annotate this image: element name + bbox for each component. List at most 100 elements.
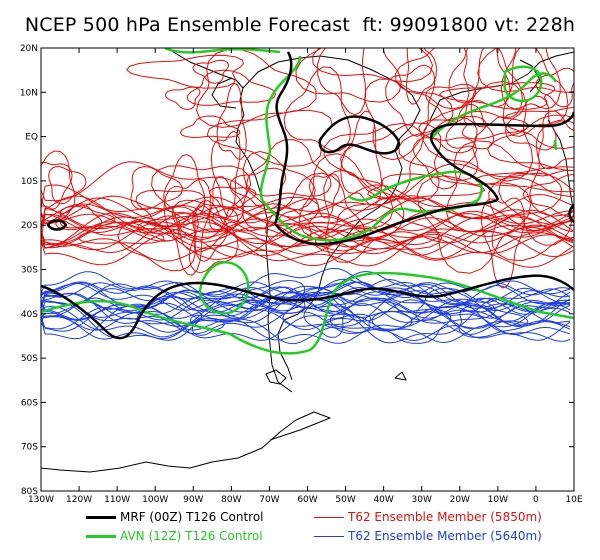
ensemble-5640m-loop <box>282 291 355 327</box>
avn-5640m-contour <box>41 271 574 355</box>
ensemble-5640m-loop <box>329 297 413 330</box>
ensemble-5850m-loop <box>477 48 574 93</box>
ensemble-5640m-loop <box>242 279 306 314</box>
ensemble-5850m-loop <box>537 110 574 170</box>
avn-5850m-west <box>259 55 302 201</box>
ensemble-5850m-loop <box>55 205 116 231</box>
ensemble-5850m-loop <box>418 115 487 154</box>
coast-atlantic <box>242 55 421 381</box>
ensemble-5640m-line <box>41 297 571 341</box>
mrf-5850m-contour <box>274 198 499 246</box>
ensemble-5850m-loop <box>165 86 201 110</box>
lat-label: 50S <box>21 354 38 364</box>
ensemble-5850m-loop <box>317 48 367 116</box>
ensemble-5850m-loop <box>500 48 561 110</box>
ensemble-5850m-loop <box>209 186 257 210</box>
lat-label: 40S <box>21 310 38 320</box>
lat-label: 10N <box>20 88 38 98</box>
ensemble-5640m-loop <box>458 304 529 338</box>
legend-item: AVN (12Z) T126 Control <box>86 529 263 543</box>
ensemble-5850m-loop <box>206 109 333 167</box>
ensemble-5850m-line <box>41 212 574 268</box>
ensemble-5850m-loop <box>229 167 287 210</box>
ensemble-5640m-loop <box>303 298 347 338</box>
ensemble-5640m-loop <box>371 308 452 344</box>
ensemble-5850m-loop <box>208 176 244 232</box>
map-title: NCEP 500 hPa Ensemble Forecast ft: 99091… <box>24 14 576 36</box>
ensemble-5850m-loop <box>405 48 437 105</box>
ensemble-5850m-line <box>41 161 574 218</box>
ensemble-5850m-loop <box>77 221 165 244</box>
ensemble-5850m-loop <box>192 205 229 262</box>
ensemble-5850m-loop <box>283 66 351 152</box>
ensemble-5850m-loop <box>522 174 574 218</box>
lat-label: 30S <box>21 266 38 276</box>
avn-5850m-north <box>164 48 281 54</box>
avn-5850m-loop-east <box>503 65 543 103</box>
ensemble-5850m-loop <box>137 215 181 242</box>
ensemble-5850m-loop <box>295 48 402 103</box>
ensemble-5850m-loop <box>529 120 574 217</box>
ensemble-5850m-contours <box>41 48 574 289</box>
ensemble-5850m-loop <box>412 137 477 190</box>
ensemble-5850m-loop <box>488 176 574 262</box>
legend-label: AVN (12Z) T126 Control <box>120 529 263 543</box>
coast-tierra-del-fuego <box>265 369 287 385</box>
ensemble-5850m-loop <box>487 114 574 171</box>
ensemble-5850m-loop <box>439 82 556 110</box>
coast-falkland <box>394 371 407 381</box>
ensemble-5850m-loop <box>323 123 424 199</box>
lon-label: 70W <box>259 495 279 505</box>
ensemble-5850m-loop <box>448 48 511 108</box>
lon-label: 10E <box>565 495 582 505</box>
legend-item: T62 Ensemble Member (5640m) <box>314 529 542 543</box>
coast-central-america <box>211 77 237 109</box>
lon-label: 100W <box>142 495 168 505</box>
lat-label: 20S <box>21 221 38 231</box>
ensemble-5850m-loop <box>117 206 199 272</box>
latitude-labels: 20N 10N EQ 10S 20S 30S 40S 50S 60S 70S 80S <box>20 44 38 497</box>
lon-label: 80W <box>221 495 241 505</box>
ensemble-5640m-loop <box>415 287 496 324</box>
ensemble-5850m-loop <box>312 48 433 83</box>
mrf-5850m-loop <box>318 115 401 155</box>
ensemble-5850m-loop <box>535 67 574 108</box>
axis-ticks <box>40 47 575 492</box>
lat-label: 70S <box>21 443 38 453</box>
ensemble-5850m-loop <box>299 153 394 239</box>
ensemble-5640m-line <box>41 280 571 306</box>
ensemble-5850m-loop <box>48 166 87 205</box>
mrf-5850m-east <box>430 111 574 201</box>
ensemble-5850m-loop <box>246 139 332 197</box>
coastlines <box>41 49 574 473</box>
mrf-edge-east <box>568 204 574 224</box>
legend-swatch <box>314 517 344 518</box>
legend-swatch <box>86 535 116 538</box>
ensemble-5850m-loop <box>126 54 244 89</box>
avn-control-contours <box>41 48 574 355</box>
legend-label: T62 Ensemble Member (5850m) <box>348 510 542 524</box>
ensemble-5850m-loop <box>445 103 495 150</box>
legend-item: MRF (00Z) T126 Control <box>86 510 264 524</box>
ensemble-5850m-loop <box>41 150 76 214</box>
mrf-5850m-west <box>273 51 293 225</box>
ensemble-5850m-loop <box>210 130 241 217</box>
coast-africa-bulge <box>519 59 541 93</box>
ensemble-5640m-line <box>41 297 571 331</box>
avn-5640m-loop <box>198 261 250 315</box>
coast-antarctica <box>41 411 331 473</box>
ensemble-5850m-loop <box>498 169 574 246</box>
legend-swatch <box>314 536 344 537</box>
ensemble-5850m-loop <box>211 196 320 248</box>
ensemble-5850m-loop <box>179 115 241 138</box>
ensemble-5850m-loop <box>481 197 525 289</box>
ensemble-5850m-loop <box>395 48 470 110</box>
ensemble-5850m-loop <box>364 78 454 161</box>
lat-label: 80S <box>21 487 38 497</box>
ensemble-5640m-line <box>41 287 571 314</box>
ensemble-5850m-loop <box>367 173 485 200</box>
legend-swatch <box>86 516 116 519</box>
avn-tick <box>553 139 558 151</box>
ensemble-5850m-loop <box>445 140 562 233</box>
lon-label: 120W <box>66 495 92 505</box>
